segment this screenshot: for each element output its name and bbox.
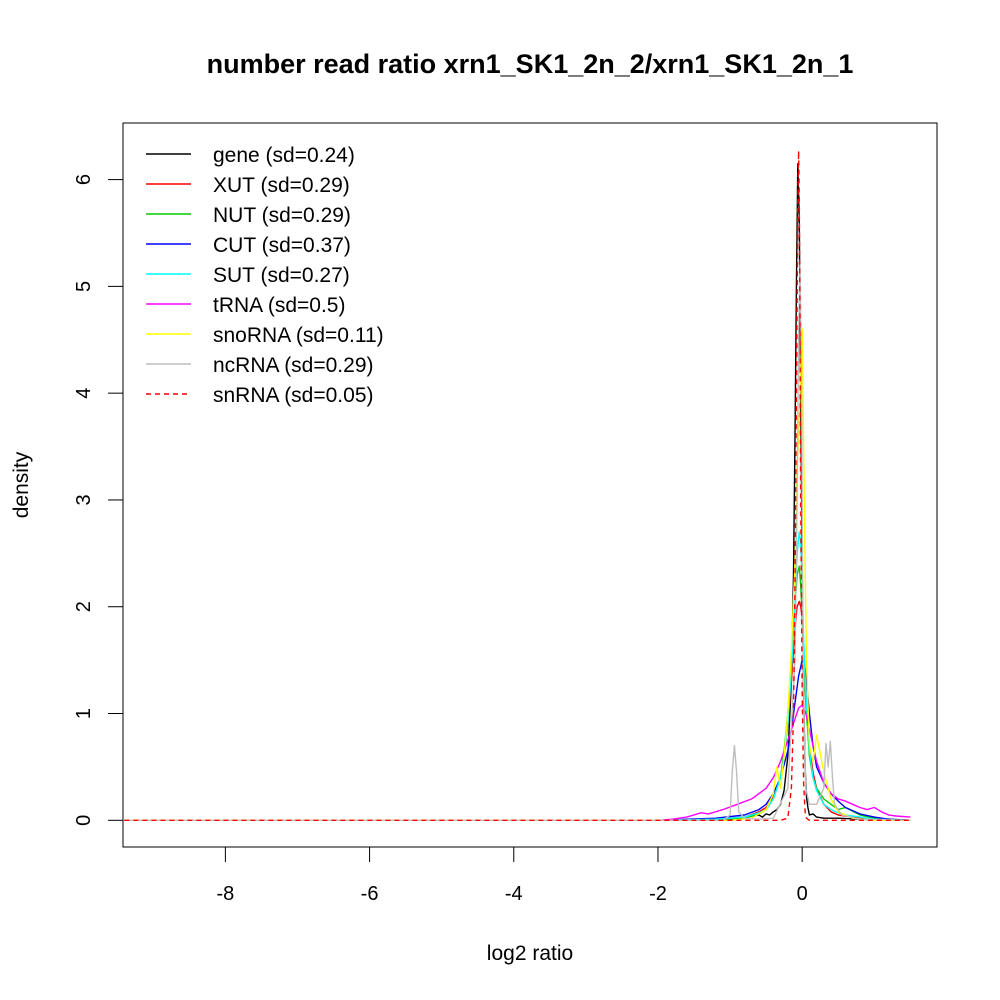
x-axis: -8 -6 -4 -2 0 <box>216 846 808 905</box>
legend: gene (sd=0.24) XUT (sd=0.29) NUT (sd=0.29)… <box>146 144 384 407</box>
legend-label-4: SUT (sd=0.27) <box>213 264 350 287</box>
y-tick-label-6: 6 <box>73 174 95 185</box>
legend-label-6: snoRNA (sd=0.11) <box>213 324 384 347</box>
x-tick-label-2: -4 <box>505 883 523 905</box>
legend-label-1: XUT (sd=0.29) <box>213 174 350 197</box>
series-layer <box>124 150 911 821</box>
legend-label-2: NUT (sd=0.29) <box>213 204 351 227</box>
y-tick-label-3: 3 <box>73 494 95 505</box>
series-line-8 <box>124 150 911 821</box>
y-tick-label-5: 5 <box>73 281 95 292</box>
legend-label-5: tRNA (sd=0.5) <box>213 294 345 317</box>
series-line-0 <box>124 162 911 821</box>
y-tick-label-4: 4 <box>73 388 95 399</box>
y-tick-label-2: 2 <box>73 601 95 612</box>
x-tick-label-1: -6 <box>361 883 379 905</box>
chart-title: number read ratio xrn1_SK1_2n_2/xrn1_SK1… <box>207 49 854 79</box>
x-tick-label-4: 0 <box>797 883 808 905</box>
series-line-1 <box>124 600 911 821</box>
y-axis: 0 1 2 3 4 5 6 <box>73 174 124 826</box>
y-tick-label-0: 0 <box>73 815 95 826</box>
y-tick-label-1: 1 <box>73 708 95 719</box>
series-line-7 <box>124 264 911 821</box>
legend-label-0: gene (sd=0.24) <box>213 144 355 167</box>
legend-label-3: CUT (sd=0.37) <box>213 234 351 257</box>
x-tick-label-0: -8 <box>216 883 234 905</box>
x-tick-label-3: -2 <box>649 883 667 905</box>
x-axis-title: log2 ratio <box>487 942 573 965</box>
legend-label-7: ncRNA (sd=0.29) <box>213 354 374 377</box>
legend-label-8: snRNA (sd=0.05) <box>213 384 374 407</box>
y-axis-title: density <box>10 451 33 518</box>
